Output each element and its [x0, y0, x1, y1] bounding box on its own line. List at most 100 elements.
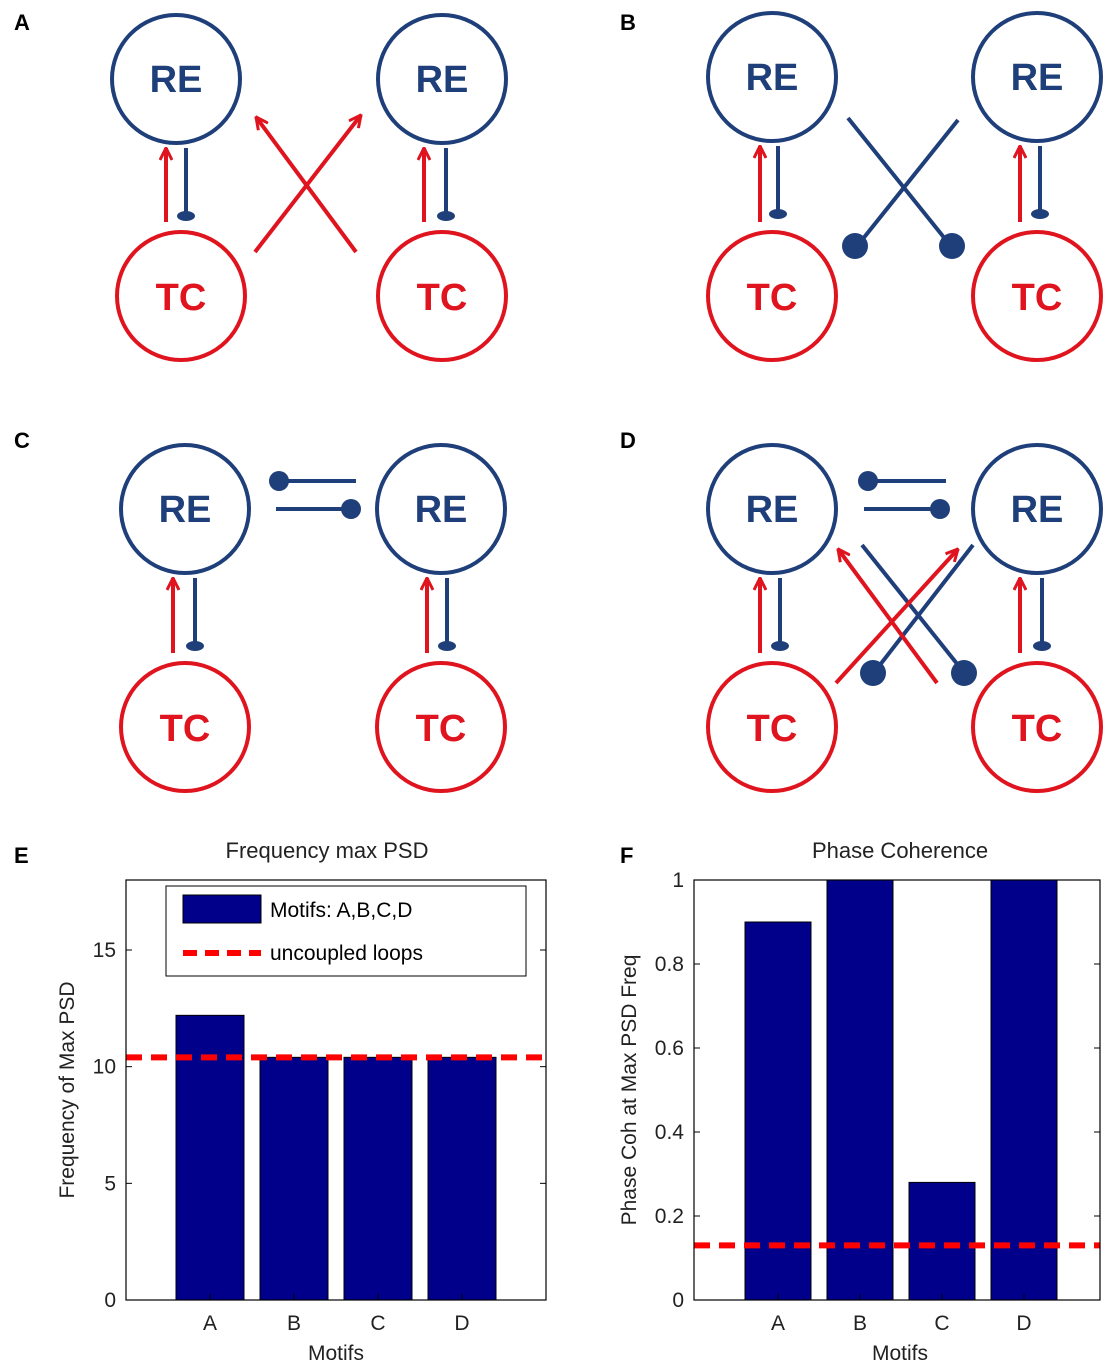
inhibitory-terminal [930, 499, 950, 519]
re-node-circle [971, 443, 1103, 575]
tc-node-circle [706, 661, 838, 793]
re-node-label: RE [1011, 489, 1064, 531]
excitatory-arrow [253, 115, 361, 254]
inhibitory-terminal [771, 641, 789, 651]
inhibitory-terminal [858, 471, 878, 491]
panel-label-e: E [14, 843, 29, 868]
x-tick-label: B [853, 1312, 867, 1335]
re-node-label: RE [746, 489, 799, 531]
inhibitory-terminal [1033, 641, 1051, 651]
legend: Motifs: A,B,C,D uncoupled loops [165, 885, 527, 977]
re-node-label: RE [150, 59, 203, 101]
inhibitory-terminal [842, 233, 868, 259]
inhibitory-terminal [939, 233, 965, 259]
re-node-label: RE [159, 489, 212, 531]
bar-c [343, 1056, 413, 1301]
y-tick-label: 0.4 [655, 1121, 685, 1144]
bar-c [908, 1181, 976, 1301]
y-axis-ticks: 0 0.2 0.4 0.6 0.8 1 [655, 869, 1100, 1312]
x-tick-label: C [934, 1312, 949, 1335]
inhibitory-connection [874, 543, 975, 672]
tc-node-circle [971, 661, 1103, 793]
re-node-label: RE [415, 489, 468, 531]
plot-frame [693, 879, 1101, 1301]
inhibitory-terminal [860, 660, 886, 686]
bar-b [259, 1056, 329, 1301]
y-tick-label: 0.6 [655, 1037, 684, 1060]
excitatory-arrow [256, 117, 358, 254]
inhibitory-terminal [177, 211, 195, 221]
tc-node-circle [376, 230, 508, 362]
tc-node-label: TC [1012, 277, 1063, 319]
panel-label-c: C [14, 428, 30, 453]
legend-label-bars: Motifs: A,B,C,D [270, 899, 412, 922]
chart-e: Frequency max PSD 0 5 10 15 A B C D Motifs Fre… [56, 838, 547, 1365]
tc-node-circle [706, 230, 838, 362]
re-node-circle [971, 11, 1103, 143]
bar-group [175, 1014, 497, 1301]
y-tick-label: 0.2 [655, 1205, 684, 1228]
y-tick-label: 15 [93, 939, 116, 962]
motif-a-diagram: RE RE TC TC [110, 13, 508, 362]
bar-a [175, 1014, 245, 1301]
tc-node-label: TC [747, 708, 798, 750]
bar-d [990, 879, 1058, 1301]
inhibitory-connection [846, 116, 952, 247]
legend-label-dashed: uncoupled loops [270, 942, 423, 965]
excitatory-arrow [838, 549, 939, 685]
re-node-circle [706, 443, 838, 575]
excitatory-arrow [834, 549, 958, 685]
x-axis-ticks: A B C D [203, 1294, 470, 1335]
re-node-label: RE [416, 59, 469, 101]
y-tick-label: 0 [672, 1289, 684, 1312]
tc-node-circle [971, 230, 1103, 362]
y-tick-label: 5 [104, 1172, 116, 1195]
tc-node-label: TC [416, 708, 467, 750]
inhibitory-connection [860, 543, 964, 672]
plot-frame [125, 879, 547, 1301]
re-node-circle [376, 13, 508, 145]
re-node-circle [375, 443, 507, 575]
bar-group [744, 879, 1058, 1301]
x-tick-label: B [287, 1312, 301, 1335]
panel-label-b: B [620, 10, 636, 35]
chart-title: Frequency max PSD [226, 838, 429, 863]
x-axis-label: Motifs [308, 1342, 364, 1365]
bar-a [744, 921, 812, 1301]
inhibitory-terminal [269, 471, 289, 491]
tc-node-circle [119, 661, 251, 793]
tc-node-label: TC [747, 277, 798, 319]
motif-c-diagram: RE RE TC TC [119, 443, 507, 793]
x-tick-label: A [203, 1312, 217, 1335]
tc-node-label: TC [417, 277, 468, 319]
y-axis-ticks: 0 5 10 15 [93, 939, 546, 1312]
tc-node-circle [115, 230, 247, 362]
inhibitory-terminal [438, 641, 456, 651]
tc-node-label: TC [156, 277, 207, 319]
tc-node-label: TC [160, 708, 211, 750]
tc-node-circle [375, 661, 507, 793]
y-tick-label: 1 [672, 869, 684, 892]
motif-d-diagram: RE RE TC TC [706, 443, 1103, 793]
y-tick-label: 0 [104, 1289, 116, 1312]
x-tick-label: D [1016, 1312, 1031, 1335]
re-node-label: RE [746, 57, 799, 99]
x-tick-label: D [454, 1312, 469, 1335]
y-axis-label: Frequency of Max PSD [56, 981, 79, 1198]
legend-swatch-bars [182, 894, 262, 924]
motif-b-diagram: RE RE TC TC [706, 11, 1103, 362]
inhibitory-terminal [769, 209, 787, 219]
inhibitory-terminal [951, 660, 977, 686]
re-node-circle [706, 11, 838, 143]
x-tick-label: C [370, 1312, 385, 1335]
re-node-circle [110, 13, 242, 145]
x-tick-label: A [771, 1312, 785, 1335]
inhibitory-connection [856, 118, 960, 247]
y-axis-label: Phase Coh at Max PSD Freq [618, 955, 641, 1226]
panel-label-f: F [620, 843, 634, 868]
x-axis-ticks: A B C D [771, 1294, 1032, 1335]
y-tick-label: 10 [93, 1056, 116, 1079]
x-axis-label: Motifs [872, 1342, 928, 1365]
y-tick-label: 0.8 [655, 953, 684, 976]
